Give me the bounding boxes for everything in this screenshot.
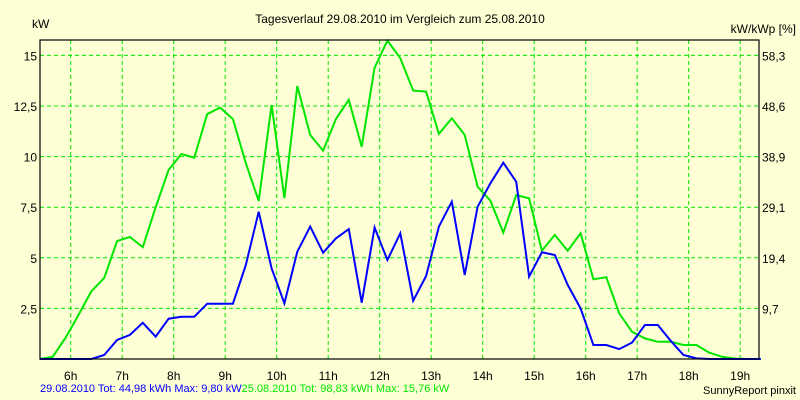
y-tick-label-right: 9,7	[762, 302, 779, 316]
y-tick-label-left: 5	[30, 252, 37, 266]
x-tick-label: 13h	[421, 369, 441, 383]
x-tick-label: 12h	[370, 369, 390, 383]
y-tick-label-right: 58,3	[762, 49, 786, 63]
x-tick-label: 10h	[267, 369, 287, 383]
legend-green: 25.08.2010 Tot: 98,83 kWh Max: 15,76 kW	[242, 383, 450, 395]
y-tick-label-left: 12,5	[14, 100, 38, 114]
plot-border	[39, 39, 760, 360]
series-line-29.08.2010	[39, 160, 761, 360]
chart-title: Tagesverlauf 29.08.2010 im Vergleich zum…	[255, 12, 545, 26]
series-line-25.08.2010	[39, 38, 761, 360]
x-tick-label: 7h	[116, 369, 129, 383]
x-ticks: 6h 7h 8h 9h 10h 11h 12h 13h 14h 15h 16h 17h 18h 19h	[64, 369, 750, 383]
x-tick-label: 6h	[64, 369, 77, 383]
x-tick-label: 17h	[627, 369, 647, 383]
y-tick-label-left: 2,5	[20, 302, 37, 316]
legend: 29.08.2010 Tot: 44,98 kWh Max: 9,80 kW25…	[40, 383, 450, 395]
legend-blue: 29.08.2010 Tot: 44,98 kWh Max: 9,80 kW	[40, 383, 242, 395]
x-tick-label: 15h	[524, 369, 544, 383]
credit: SunnyReport pinxit	[703, 385, 796, 397]
y-tick-label-left: 7,5	[20, 201, 37, 215]
x-tick-label: 9h	[219, 369, 232, 383]
y-axis-label-left: kW	[32, 17, 50, 31]
series-group	[39, 38, 761, 360]
y-ticks-right: 9,7 19,4 29,1 38,9 48,6 58,3	[762, 49, 786, 316]
plot-frame	[39, 39, 760, 360]
y-tick-label-right: 29,1	[762, 201, 786, 215]
x-tick-label: 11h	[319, 369, 338, 383]
y-axis-label-right: kW/kWp [%]	[731, 22, 796, 36]
x-tick-label: 14h	[473, 369, 493, 383]
y-tick-label-left: 10	[24, 151, 38, 165]
grid	[40, 40, 759, 359]
y-ticks-left: 2,5 5 7,5 10 12,5 15	[14, 49, 38, 316]
x-tick-label: 18h	[679, 369, 699, 383]
x-tick-label: 19h	[730, 369, 750, 383]
x-tick-label: 8h	[167, 369, 180, 383]
y-tick-label-left: 15	[24, 49, 38, 63]
y-tick-label-right: 38,9	[762, 151, 786, 165]
y-tick-label-right: 48,6	[762, 100, 786, 114]
y-tick-label-right: 19,4	[762, 252, 786, 266]
x-tick-label: 16h	[576, 369, 596, 383]
